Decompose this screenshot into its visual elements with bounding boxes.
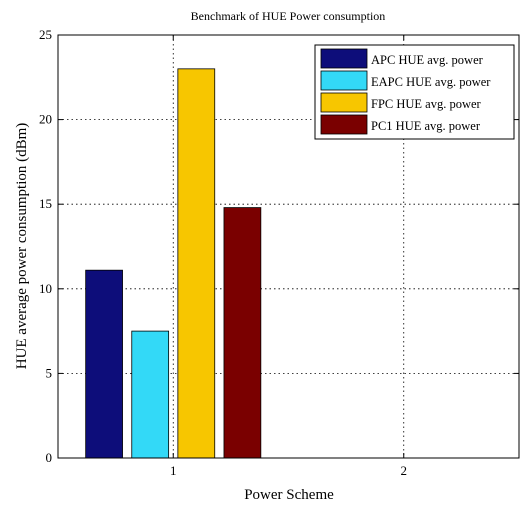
x-tick-label: 2 xyxy=(401,463,408,478)
y-axis-ticks: 0 5 10 15 20 25 xyxy=(39,27,519,465)
legend-swatch xyxy=(320,48,368,69)
y-tick-label: 15 xyxy=(39,196,52,211)
chart-title: Benchmark of HUE Power consumption xyxy=(191,9,386,23)
plot-area-frame xyxy=(57,34,520,459)
legend-label: EAPC HUE avg. power xyxy=(371,75,491,89)
y-tick-label: 10 xyxy=(39,281,52,296)
y-tick-label: 0 xyxy=(46,450,53,465)
legend: APC HUE avg. power EAPC HUE avg. power FPC… xyxy=(314,44,515,140)
legend-label: FPC HUE avg. power xyxy=(371,97,482,111)
bar-eapc xyxy=(131,330,170,459)
legend-label: APC HUE avg. power xyxy=(371,53,484,67)
bar-apc xyxy=(85,269,123,459)
y-tick-label: 5 xyxy=(46,365,53,380)
legend-swatch xyxy=(320,114,368,135)
x-axis-label: Power Scheme xyxy=(244,487,334,503)
legend-swatch xyxy=(320,92,368,113)
legend-swatch xyxy=(320,70,368,91)
bar-pc1 xyxy=(223,207,262,459)
y-tick-label: 20 xyxy=(39,112,52,127)
x-tick-label: 1 xyxy=(170,463,177,478)
bar-fpc xyxy=(177,68,216,459)
y-tick-label: 25 xyxy=(39,27,52,42)
y-axis-label: HUE average power consumption (dBm) xyxy=(14,123,30,370)
legend-label: PC1 HUE avg. power xyxy=(371,119,481,133)
